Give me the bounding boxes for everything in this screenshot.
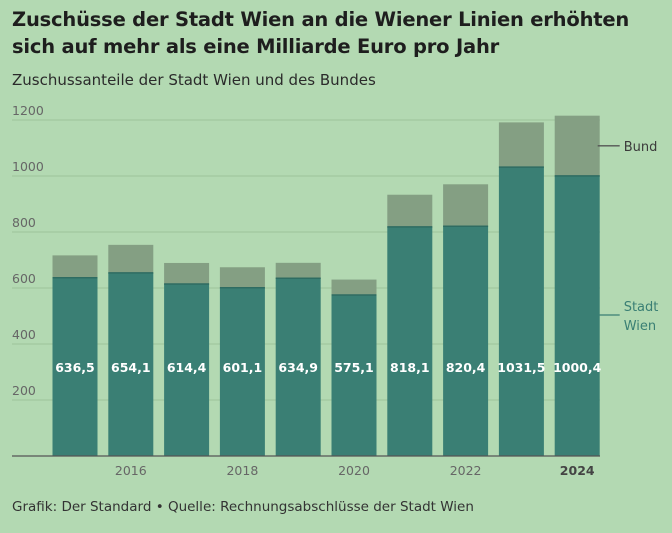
bar-stadt-wien bbox=[498, 167, 544, 456]
labels-layer: 636,5 654,1 614,4 601,1 634,9 575,1 818,1 820,4… bbox=[55, 360, 601, 375]
x-tick-label: 2020 bbox=[338, 463, 370, 478]
bar-stadt-wien bbox=[275, 278, 321, 456]
bar-value-label: 818,1 bbox=[390, 360, 430, 375]
source-footer: Grafik: Der Standard • Quelle: Rechnungs… bbox=[12, 499, 474, 515]
y-tick-label: 200 bbox=[12, 383, 36, 398]
bar-stadt-wien bbox=[52, 277, 98, 456]
y-tick-label: 1000 bbox=[12, 159, 44, 174]
chart-title: Zuschüsse der Stadt Wien an die Wiener L… bbox=[12, 8, 630, 58]
bar-bund bbox=[387, 194, 433, 227]
axis-layer: 200 400 600 800 1000 1200 2016 2018 2020 2022 2024 bbox=[12, 103, 600, 478]
bar-bund bbox=[331, 279, 377, 295]
bar-stadt-wien bbox=[164, 283, 210, 456]
legend-layer: Bund Stadt Wien bbox=[597, 140, 659, 334]
bar-value-label: 636,5 bbox=[55, 360, 95, 375]
bar-value-label: 614,4 bbox=[167, 360, 207, 375]
bar-value-label: 634,9 bbox=[278, 360, 318, 375]
bar-value-label: 820,4 bbox=[446, 360, 486, 375]
bar-bund bbox=[108, 244, 154, 273]
bar-stadt-wien bbox=[219, 287, 265, 456]
bar-value-label: 575,1 bbox=[334, 360, 374, 375]
x-tick-label: 2016 bbox=[115, 463, 147, 478]
bar-bund bbox=[498, 122, 544, 168]
y-tick-label: 400 bbox=[12, 327, 36, 342]
bar-stadt-wien bbox=[387, 226, 433, 456]
bar-value-label: 1000,4 bbox=[553, 360, 602, 375]
legend-label-stadt-wien: Stadt bbox=[624, 300, 659, 315]
bar-bund bbox=[554, 115, 600, 176]
bar-bund bbox=[52, 255, 98, 278]
y-tick-label: 1200 bbox=[12, 103, 44, 118]
bar-stadt-wien bbox=[443, 226, 489, 456]
legend-label-bund: Bund bbox=[624, 140, 658, 155]
x-tick-label: 2024 bbox=[560, 463, 595, 478]
legend-label-stadt-wien: Wien bbox=[624, 319, 656, 334]
bar-stadt-wien bbox=[108, 272, 154, 456]
bar-bund bbox=[164, 262, 210, 284]
y-tick-label: 800 bbox=[12, 215, 36, 230]
bars-layer bbox=[52, 115, 600, 456]
x-tick-label: 2018 bbox=[226, 463, 258, 478]
x-tick-label: 2022 bbox=[450, 463, 482, 478]
bar-stadt-wien bbox=[331, 294, 377, 456]
bar-value-label: 1031,5 bbox=[497, 360, 545, 375]
bar-value-label: 601,1 bbox=[223, 360, 263, 375]
bar-bund bbox=[219, 267, 265, 288]
bar-bund bbox=[275, 262, 321, 279]
bar-value-label: 654,1 bbox=[111, 360, 151, 375]
bar-bund bbox=[443, 184, 489, 227]
y-tick-label: 600 bbox=[12, 271, 36, 286]
bar-stadt-wien bbox=[554, 175, 600, 456]
chart-subtitle: Zuschussanteile der Stadt Wien und des B… bbox=[12, 71, 376, 89]
